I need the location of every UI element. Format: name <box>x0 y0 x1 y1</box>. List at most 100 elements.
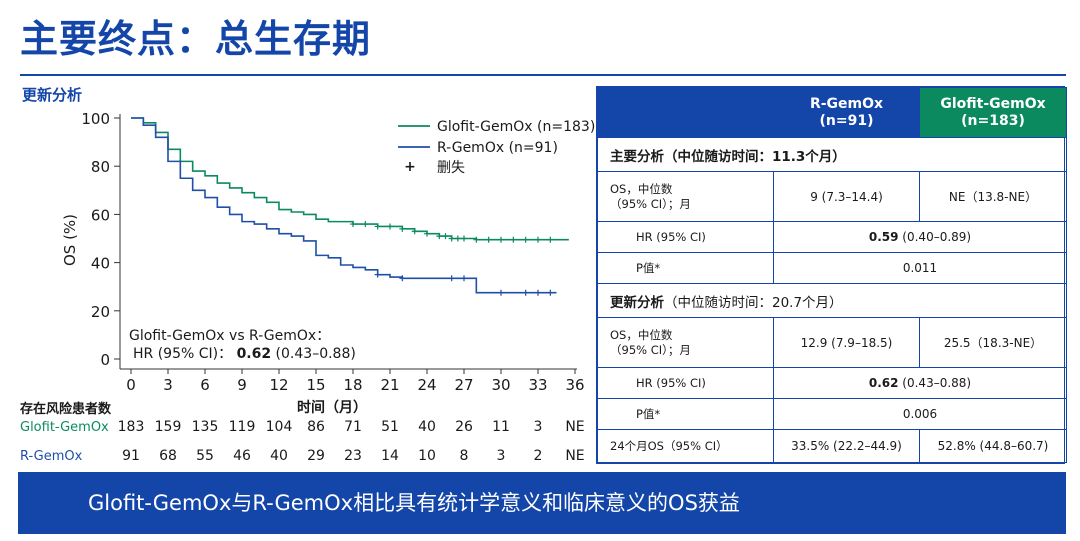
risk-count: 26 <box>455 419 473 435</box>
censor-mark-glofit <box>547 236 554 243</box>
risk-count: NE <box>565 448 584 464</box>
os24-glofit: 52.8% (44.8–60.7) <box>919 429 1067 463</box>
risk-table-title: 存在风险患者数 <box>20 401 112 417</box>
primary-p: 0.011 <box>773 252 1067 284</box>
risk-count: 23 <box>344 448 362 464</box>
risk-count: 14 <box>381 448 399 464</box>
censor-mark-glofit <box>510 236 517 243</box>
primary-os-glofit: NE（13.8-NE） <box>919 171 1067 222</box>
title-divider <box>20 74 1066 76</box>
risk-count: 8 <box>460 448 469 464</box>
censor-mark-glofit <box>399 225 406 232</box>
legend-label-glofit: Glofit-GemOx (n=183) <box>437 119 595 135</box>
y-tick-label: 60 <box>91 206 110 224</box>
x-tick-label: 33 <box>528 376 547 394</box>
row-label-p: P值* <box>597 252 774 284</box>
x-tick-label: 3 <box>163 376 173 394</box>
primary-os-rgemox: 9 (7.3–14.4) <box>773 171 920 222</box>
censor-mark-glofit <box>424 230 430 237</box>
updated-hr: 0.62 (0.43–0.88) <box>773 367 1067 399</box>
table-corner <box>597 87 774 138</box>
risk-count: 71 <box>344 419 362 435</box>
censor-mark-glofit <box>473 236 480 243</box>
x-tick-label: 21 <box>380 376 399 394</box>
risk-count: 40 <box>270 448 288 464</box>
hr-annotation-value: HR (95% CI)： 0.62 (0.43–0.88) <box>133 346 356 362</box>
y-tick-label: 0 <box>100 351 110 369</box>
analysis-subtitle: 更新分析 <box>22 86 83 104</box>
col-header-rgemox: R-GemOx (n=91) <box>773 87 920 138</box>
censor-mark-glofit <box>498 236 504 243</box>
censor-mark-rgemox <box>547 289 554 296</box>
risk-count: 135 <box>192 419 219 435</box>
updated-analysis-header: 更新分析（中位随访时间：20.7个月） <box>597 283 1067 318</box>
row-label-os24: 24个月OS（95% CI） <box>597 429 774 463</box>
risk-count: 2 <box>534 448 543 464</box>
risk-count: 3 <box>497 448 506 464</box>
risk-count: 68 <box>159 448 177 464</box>
row-label-p-updated: P值* <box>597 398 774 430</box>
censor-mark-glofit <box>535 236 541 243</box>
risk-count: 46 <box>233 448 251 464</box>
censor-mark-rgemox <box>461 275 467 282</box>
risk-count: 3 <box>534 419 543 435</box>
censor-mark-rgemox <box>522 289 529 296</box>
censor-mark-rgemox <box>498 289 504 296</box>
risk-count: NE <box>565 419 584 435</box>
x-tick-label: 30 <box>491 376 510 394</box>
risk-row-label: R-GemOx <box>20 449 83 464</box>
row-label-hr: HR (95% CI) <box>597 221 774 253</box>
conclusion-banner: Glofit-GemOx与R-GemOx相比具有统计学意义和临床意义的OS获益 <box>18 472 1066 534</box>
updated-os-glofit: 25.5（18.3-NE） <box>919 317 1067 368</box>
censor-mark-rgemox <box>399 275 406 282</box>
km-line-rgemox <box>131 117 557 294</box>
x-tick-label: 0 <box>126 376 136 394</box>
col-header-glofit: Glofit-GemOx (n=183) <box>919 87 1067 138</box>
risk-row-label: Glofit-GemOx <box>20 420 109 435</box>
legend-label-rgemox: R-GemOx (n=91) <box>437 140 558 156</box>
censor-mark-glofit <box>362 221 369 228</box>
row-label-os-updated: OS，中位数 （95% CI）；月 <box>597 317 774 368</box>
censor-mark-glofit <box>485 236 492 243</box>
risk-count: 29 <box>307 448 325 464</box>
legend-censor-symbol: + <box>404 159 416 175</box>
updated-p: 0.006 <box>773 398 1067 430</box>
risk-count: 119 <box>229 419 256 435</box>
risk-count: 183 <box>118 419 145 435</box>
risk-count: 86 <box>307 419 325 435</box>
y-tick-label: 40 <box>91 255 110 273</box>
legend-label-censor: 删失 <box>437 160 465 176</box>
risk-count: 11 <box>492 419 510 435</box>
censor-mark-glofit <box>522 236 529 243</box>
x-tick-label: 36 <box>565 376 584 394</box>
row-label-os: OS，中位数 （95% CI）；月 <box>597 171 774 222</box>
results-table: R-GemOx (n=91) Glofit-GemOx (n=183) 主要分析… <box>596 86 1067 464</box>
primary-analysis-header: 主要分析（中位随访时间：11.3个月） <box>597 137 1067 172</box>
censor-mark-glofit <box>448 235 455 242</box>
risk-count: 51 <box>381 419 399 435</box>
x-tick-label: 24 <box>417 376 436 394</box>
censor-mark-rgemox <box>535 289 541 296</box>
x-tick-label: 15 <box>306 376 325 394</box>
y-tick-label: 20 <box>91 303 110 321</box>
row-label-hr-updated: HR (95% CI) <box>597 367 774 399</box>
censor-mark-glofit <box>461 235 467 242</box>
risk-count: 10 <box>418 448 436 464</box>
censor-mark-glofit <box>454 235 461 242</box>
y-tick-label: 80 <box>91 158 110 176</box>
updated-os-rgemox: 12.9 (7.9–18.5) <box>773 317 920 368</box>
y-axis-title: OS (%) <box>61 214 79 266</box>
risk-count: 91 <box>122 448 140 464</box>
censor-mark-glofit <box>442 233 449 240</box>
censor-mark-glofit <box>436 233 443 240</box>
primary-hr: 0.59 (0.40–0.89) <box>773 221 1067 253</box>
hr-annotation-title: Glofit-GemOx vs R-GemOx： <box>129 328 330 344</box>
censor-mark-glofit <box>411 228 418 235</box>
risk-count: 55 <box>196 448 214 464</box>
x-tick-label: 27 <box>454 376 473 394</box>
os24-rgemox: 33.5% (22.2–44.9) <box>773 429 920 463</box>
censor-mark-glofit <box>350 221 356 228</box>
y-tick-label: 100 <box>81 110 110 128</box>
x-axis-title: 时间（月） <box>297 399 367 416</box>
